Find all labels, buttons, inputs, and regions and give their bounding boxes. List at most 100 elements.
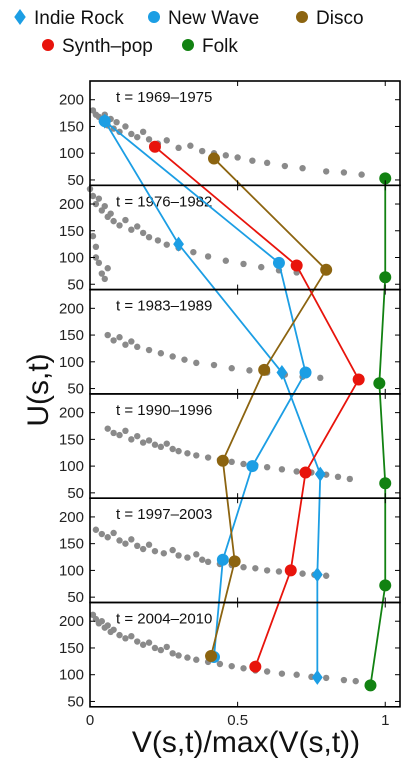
y-tick-label: 50 <box>67 276 84 293</box>
background-point <box>334 473 342 481</box>
background-point <box>154 237 162 244</box>
panel-title: t = 1990–1996 <box>116 402 212 419</box>
series-lines <box>98 113 392 692</box>
background-point <box>322 674 330 682</box>
background-point <box>198 556 206 563</box>
panel-title: t = 1976–1982 <box>116 193 212 210</box>
background-point <box>281 162 289 170</box>
background-point <box>204 454 212 461</box>
background-point <box>340 676 348 684</box>
background-point <box>352 677 359 685</box>
background-point <box>122 341 129 348</box>
background-point <box>184 450 191 457</box>
background-point <box>145 541 153 548</box>
background-point <box>293 671 300 678</box>
series-circle-point <box>290 259 303 272</box>
x-axis-label: V(s,t)/max(V(s,t)) <box>132 726 360 759</box>
y-tick-label: 150 <box>59 327 84 344</box>
series-circle-point <box>379 172 392 185</box>
background-point <box>116 631 123 639</box>
background-point <box>181 356 188 363</box>
background-point <box>193 359 200 367</box>
series-circle-point <box>379 477 392 490</box>
background-point <box>128 130 135 138</box>
series-line <box>210 157 328 657</box>
background-point <box>128 226 135 233</box>
legend-label: Disco <box>316 8 364 29</box>
y-tick-label: 200 <box>59 92 84 109</box>
y-tick-label: 100 <box>59 667 84 684</box>
background-point <box>139 545 147 553</box>
background-point <box>145 437 153 444</box>
background-point <box>299 570 306 577</box>
background-point <box>163 137 170 144</box>
background-point <box>322 572 330 579</box>
background-point <box>104 331 111 339</box>
background-point <box>175 447 182 455</box>
background-point <box>139 229 147 237</box>
background-point <box>169 546 176 554</box>
series-circle-point <box>228 555 241 568</box>
background-point <box>263 668 271 675</box>
background-point <box>92 243 100 251</box>
series-circle-point <box>379 271 392 284</box>
background-point <box>240 563 247 571</box>
background-point <box>145 233 153 241</box>
background-point <box>116 431 123 439</box>
series-circle-point <box>148 140 161 153</box>
series-circle-point <box>216 553 229 566</box>
background-point <box>184 654 191 661</box>
background-point <box>145 346 153 354</box>
legend-label: New Wave <box>168 8 259 29</box>
background-point <box>139 128 147 136</box>
y-axis-label: U(s,t) <box>22 353 55 426</box>
background-point <box>169 353 176 360</box>
series-circle-point <box>205 649 218 662</box>
background-point <box>122 427 129 435</box>
y-tick-label: 100 <box>59 458 84 475</box>
background-point <box>157 350 165 357</box>
background-point <box>104 265 111 272</box>
y-tick-label: 100 <box>59 562 84 579</box>
background-point <box>145 136 153 143</box>
background-point <box>228 662 235 670</box>
panel-title: t = 1969–1975 <box>116 89 212 106</box>
background-point <box>157 646 165 654</box>
legend-circle-marker <box>42 39 54 51</box>
background-point <box>228 458 235 466</box>
x-tick-label: 0.5 <box>227 712 248 729</box>
background-point <box>163 241 170 248</box>
y-tick-label: 50 <box>67 485 84 502</box>
background-point <box>110 337 117 344</box>
legend-diamond-marker <box>14 9 26 25</box>
background-point <box>134 638 141 645</box>
background-point <box>193 656 200 663</box>
background-point <box>299 164 306 172</box>
background-point <box>122 540 129 547</box>
y-tick-label: 200 <box>59 196 84 213</box>
y-tick-label: 150 <box>59 223 84 240</box>
legend-circle-marker <box>148 11 160 23</box>
y-tick-label: 50 <box>67 381 84 398</box>
background-point <box>240 665 247 672</box>
panel-title: t = 1983–1989 <box>116 298 212 315</box>
y-tick-label: 50 <box>67 172 84 189</box>
background-point <box>322 168 330 175</box>
series-diamond-point <box>314 466 326 482</box>
background-point <box>240 460 247 468</box>
background-point <box>169 445 176 453</box>
background-point <box>249 157 256 164</box>
y-tick-label: 200 <box>59 613 84 630</box>
background-point <box>246 367 253 374</box>
background-point <box>160 550 168 557</box>
background-point <box>163 643 170 651</box>
y-tick-label: 200 <box>59 509 84 526</box>
background-point <box>98 270 106 277</box>
background-point <box>104 622 111 629</box>
y-tick-label: 100 <box>59 250 84 267</box>
background-point <box>263 159 271 167</box>
series-circle-point <box>246 460 259 473</box>
background-point <box>122 635 129 642</box>
background-point <box>134 542 141 550</box>
